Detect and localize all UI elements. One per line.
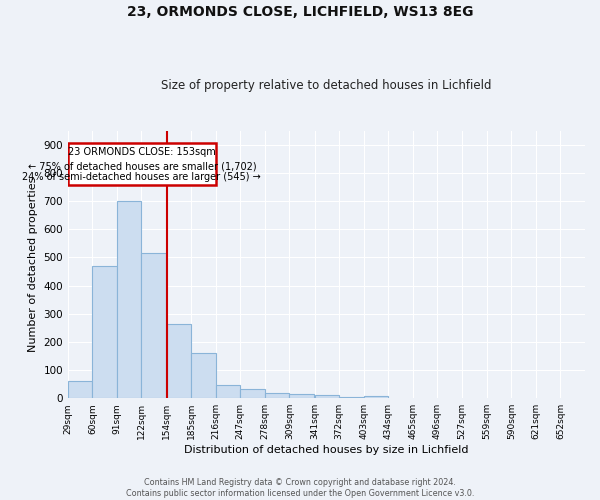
Bar bbox=[265, 392, 289, 398]
Bar bbox=[289, 394, 314, 398]
Y-axis label: Number of detached properties: Number of detached properties bbox=[28, 177, 38, 352]
Text: ← 75% of detached houses are smaller (1,702): ← 75% of detached houses are smaller (1,… bbox=[28, 161, 256, 171]
Text: 24% of semi-detached houses are larger (545) →: 24% of semi-detached houses are larger (… bbox=[22, 172, 261, 182]
Bar bbox=[142, 253, 166, 398]
Bar bbox=[314, 396, 339, 398]
Bar bbox=[167, 324, 191, 398]
Title: Size of property relative to detached houses in Lichfield: Size of property relative to detached ho… bbox=[161, 79, 491, 92]
Bar bbox=[364, 396, 388, 398]
Text: Contains HM Land Registry data © Crown copyright and database right 2024.
Contai: Contains HM Land Registry data © Crown c… bbox=[126, 478, 474, 498]
Bar bbox=[191, 353, 216, 398]
Bar bbox=[339, 397, 364, 398]
Bar bbox=[68, 382, 92, 398]
Bar bbox=[68, 144, 216, 184]
Bar bbox=[216, 385, 240, 398]
X-axis label: Distribution of detached houses by size in Lichfield: Distribution of detached houses by size … bbox=[184, 445, 469, 455]
Bar bbox=[117, 201, 142, 398]
Bar bbox=[240, 389, 265, 398]
Text: 23 ORMONDS CLOSE: 153sqm: 23 ORMONDS CLOSE: 153sqm bbox=[68, 148, 215, 158]
Text: 23, ORMONDS CLOSE, LICHFIELD, WS13 8EG: 23, ORMONDS CLOSE, LICHFIELD, WS13 8EG bbox=[127, 5, 473, 19]
Bar bbox=[92, 266, 117, 398]
